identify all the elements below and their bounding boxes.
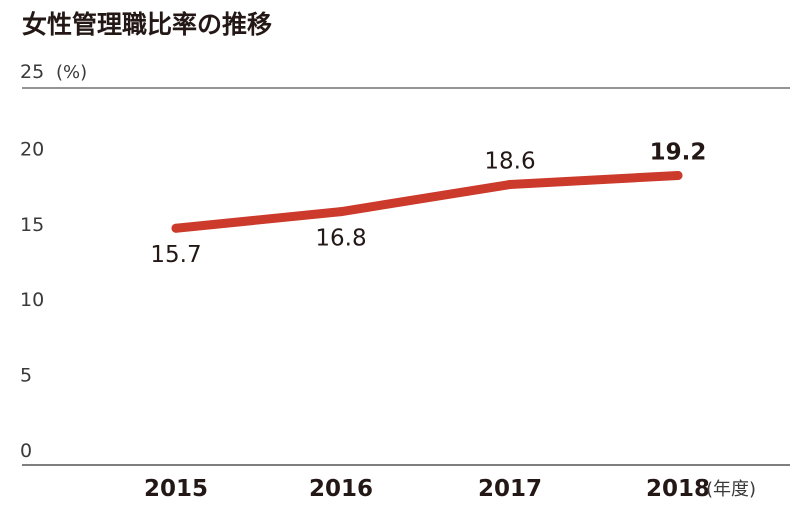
data-point	[673, 170, 683, 180]
x-tick-label: 2017	[478, 476, 542, 502]
y-tick-label: 25	[20, 61, 44, 83]
y-tick-labels: 0 5 10 15 20 25 (%)	[20, 61, 87, 462]
data-label: 16.8	[315, 226, 366, 252]
data-point	[505, 180, 515, 190]
chart-title: 女性管理職比率の推移	[22, 10, 272, 39]
y-unit-label: (%)	[56, 62, 87, 83]
data-label: 15.7	[150, 242, 201, 268]
y-tick-label: 15	[20, 214, 44, 236]
x-unit-label: (年度)	[706, 479, 756, 500]
y-tick-label: 0	[20, 440, 32, 462]
y-tick-label: 20	[20, 138, 44, 160]
x-tick-label: 2018	[646, 476, 710, 502]
y-tick-label: 5	[20, 365, 32, 387]
x-tick-label: 2015	[144, 476, 208, 502]
data-point	[171, 223, 181, 233]
data-point	[336, 207, 346, 217]
series-line	[171, 170, 683, 233]
data-labels: 15.7 16.8 18.6 19.2	[150, 139, 706, 268]
series-layer	[171, 170, 683, 233]
data-label: 19.2	[650, 139, 707, 165]
y-tick-label: 10	[20, 289, 44, 311]
data-label: 18.6	[484, 149, 535, 175]
x-tick-label: 2016	[309, 476, 373, 502]
x-tick-labels: 2015 2016 2017 2018(年度)	[144, 476, 756, 502]
